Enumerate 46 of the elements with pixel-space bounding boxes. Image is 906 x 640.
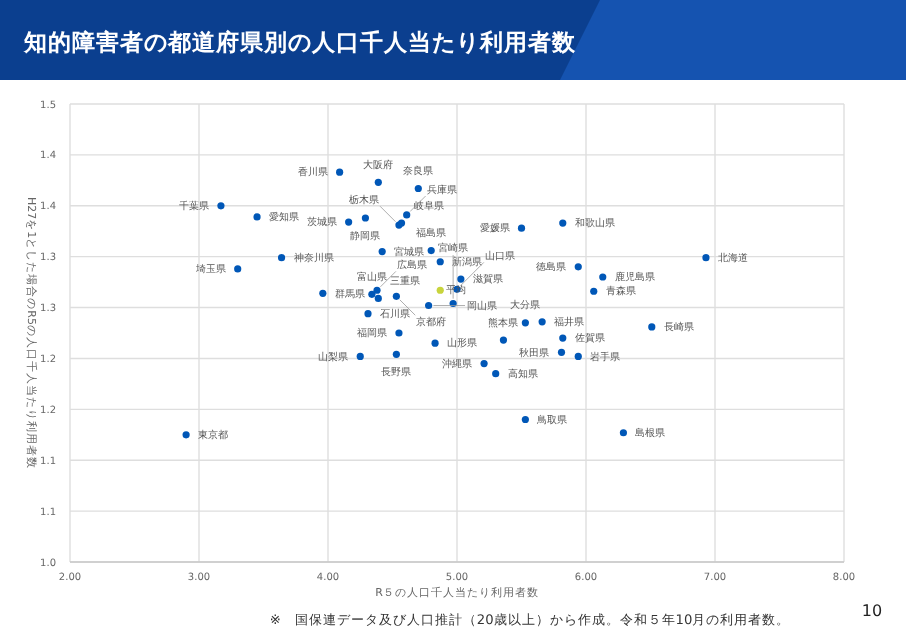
point bbox=[559, 219, 567, 227]
point bbox=[336, 168, 344, 176]
text: 10 bbox=[861, 602, 883, 620]
point bbox=[619, 429, 628, 437]
point bbox=[557, 348, 566, 356]
point bbox=[277, 254, 286, 262]
point bbox=[374, 178, 382, 186]
point bbox=[648, 323, 656, 331]
point bbox=[431, 339, 439, 347]
point bbox=[521, 319, 529, 327]
point bbox=[521, 415, 529, 424]
point bbox=[492, 370, 500, 378]
point bbox=[574, 352, 582, 361]
point bbox=[253, 213, 261, 221]
point bbox=[574, 263, 582, 271]
point bbox=[414, 184, 422, 193]
point bbox=[436, 258, 444, 266]
point bbox=[457, 275, 465, 283]
point bbox=[364, 310, 372, 318]
point bbox=[538, 318, 546, 326]
point bbox=[374, 294, 382, 302]
point bbox=[373, 286, 381, 294]
point bbox=[517, 224, 526, 232]
point bbox=[361, 214, 370, 222]
point bbox=[392, 292, 400, 300]
point bbox=[217, 202, 225, 210]
point bbox=[499, 336, 508, 344]
point bbox=[345, 218, 353, 226]
point bbox=[403, 211, 411, 219]
point bbox=[395, 329, 403, 337]
point bbox=[590, 287, 598, 295]
point bbox=[559, 334, 567, 342]
point bbox=[319, 289, 327, 297]
point bbox=[182, 431, 190, 439]
point bbox=[425, 301, 433, 310]
point bbox=[427, 246, 435, 255]
point bbox=[599, 273, 607, 281]
point bbox=[480, 359, 488, 368]
point bbox=[702, 254, 710, 262]
point bbox=[368, 290, 376, 298]
chart-title: 知的障害者の都道府県別の人口千人当たり利用者数 bbox=[22, 28, 578, 56]
point bbox=[378, 247, 386, 256]
point bbox=[392, 350, 400, 358]
point bbox=[234, 265, 242, 273]
point bbox=[436, 286, 444, 294]
point bbox=[356, 352, 364, 361]
